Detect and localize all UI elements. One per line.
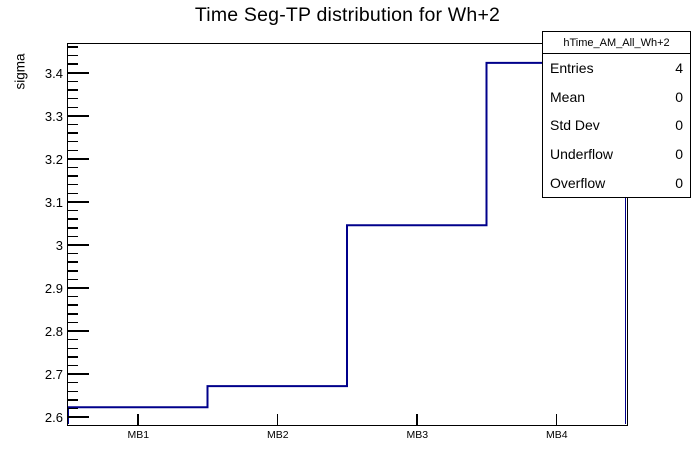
y-minor-tick <box>68 123 78 126</box>
y-minor-tick <box>68 166 78 169</box>
stats-label: Entries <box>550 60 594 77</box>
y-minor-tick <box>68 175 78 177</box>
x-bin-tick <box>137 414 139 425</box>
stats-row-overflow: Overflow 0 <box>543 168 690 197</box>
stats-row-underflow: Underflow 0 <box>543 140 690 169</box>
stats-label: Overflow <box>550 174 606 191</box>
y-minor-tick <box>68 295 78 298</box>
x-category-label: MB4 <box>545 429 568 441</box>
stats-value: 0 <box>675 117 683 134</box>
y-minor-tick <box>68 364 78 367</box>
y-tick-label: 2.7 <box>44 367 63 383</box>
y-tick-label: 3.4 <box>44 65 63 81</box>
y-minor-tick <box>68 235 78 238</box>
y-minor-tick <box>68 381 78 384</box>
y-minor-tick <box>68 209 78 212</box>
x-category-label: MB3 <box>406 429 429 441</box>
y-minor-tick <box>68 399 78 401</box>
y-major-tick <box>68 201 89 203</box>
y-major-tick <box>68 373 89 375</box>
stats-row-stddev: Std Dev 0 <box>543 111 690 140</box>
y-major-tick <box>68 287 89 289</box>
y-minor-tick <box>68 183 78 186</box>
x-bin-tick <box>416 414 418 425</box>
y-major-tick <box>68 115 89 117</box>
y-minor-tick <box>68 252 78 255</box>
y-minor-tick <box>68 97 78 100</box>
stats-value: 4 <box>675 60 683 77</box>
y-minor-tick <box>68 347 78 349</box>
y-minor-tick <box>68 46 78 48</box>
y-minor-tick <box>68 140 78 143</box>
plot-title: Time Seg-TP distribution for Wh+2 <box>194 4 501 26</box>
stats-label: Std Dev <box>550 117 600 134</box>
y-minor-tick <box>68 192 78 195</box>
y-tick-label: 2.9 <box>44 281 63 296</box>
stats-box-title: hTime_AM_All_Wh+2 <box>543 32 690 54</box>
y-tick-label: 3.3 <box>44 108 63 124</box>
y-minor-tick <box>68 89 78 91</box>
y-minor-tick <box>68 270 78 272</box>
y-minor-tick <box>68 80 78 83</box>
stats-label: Mean <box>550 88 586 105</box>
x-category-label: MB1 <box>127 429 150 441</box>
y-minor-tick <box>68 218 78 220</box>
y-tick-label: 3.1 <box>44 194 63 210</box>
y-minor-tick <box>68 261 78 263</box>
y-minor-tick <box>68 313 78 315</box>
stats-row-mean: Mean 0 <box>543 83 690 112</box>
y-minor-tick <box>68 338 78 341</box>
stats-label: Underflow <box>550 146 614 163</box>
y-tick-label: 3.2 <box>44 151 63 167</box>
x-bin-tick <box>555 414 557 425</box>
y-minor-tick <box>68 407 78 410</box>
stats-value: 0 <box>675 88 683 105</box>
x-bin-tick <box>276 414 278 425</box>
y-major-tick <box>68 244 89 246</box>
stats-value: 0 <box>675 174 683 191</box>
y-minor-tick <box>68 132 78 134</box>
stats-box[interactable]: hTime_AM_All_Wh+2 Entries 4 Mean 0 Std D… <box>542 31 691 198</box>
y-tick-label: 3 <box>55 237 63 253</box>
y-tick-label: 2.6 <box>44 410 63 426</box>
y-minor-tick <box>68 227 78 229</box>
y-major-tick <box>68 416 89 418</box>
y-minor-tick <box>68 321 78 324</box>
x-category-label: MB2 <box>266 429 289 441</box>
y-major-tick <box>68 72 89 74</box>
y-minor-tick <box>68 278 78 281</box>
y-minor-tick <box>68 63 78 65</box>
y-minor-tick <box>68 356 78 358</box>
y-minor-tick <box>68 149 78 152</box>
y-tick-label: 2.8 <box>44 324 63 340</box>
y-major-tick <box>68 330 89 332</box>
y-minor-tick <box>68 54 78 57</box>
stats-value: 0 <box>675 146 683 163</box>
stats-rows: Entries 4 Mean 0 Std Dev 0 Underflow 0 O… <box>543 54 690 197</box>
y-major-tick <box>68 158 89 160</box>
y-minor-tick <box>68 390 78 393</box>
y-minor-tick <box>68 304 78 306</box>
y-minor-tick <box>68 106 78 108</box>
stats-row-entries: Entries 4 <box>543 54 690 83</box>
